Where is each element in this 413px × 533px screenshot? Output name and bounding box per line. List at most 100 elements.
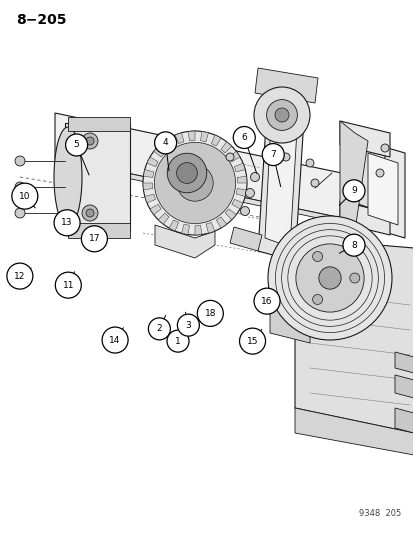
- Circle shape: [302, 281, 312, 291]
- Text: 10: 10: [19, 192, 31, 200]
- Circle shape: [86, 209, 94, 217]
- Polygon shape: [254, 68, 317, 103]
- Circle shape: [142, 131, 247, 235]
- Polygon shape: [200, 132, 208, 142]
- Polygon shape: [216, 217, 226, 228]
- Polygon shape: [230, 227, 261, 251]
- Polygon shape: [394, 375, 413, 398]
- Circle shape: [176, 163, 197, 183]
- Circle shape: [81, 226, 107, 252]
- Polygon shape: [359, 140, 404, 238]
- Text: 3: 3: [185, 321, 191, 329]
- Circle shape: [54, 210, 80, 236]
- Circle shape: [254, 87, 309, 143]
- Circle shape: [12, 183, 38, 209]
- Circle shape: [310, 179, 318, 187]
- Circle shape: [266, 100, 297, 131]
- Circle shape: [312, 252, 322, 262]
- Polygon shape: [154, 225, 214, 258]
- Ellipse shape: [54, 127, 82, 227]
- Circle shape: [375, 169, 383, 177]
- Polygon shape: [65, 123, 130, 231]
- Text: 11: 11: [62, 281, 74, 289]
- Polygon shape: [158, 213, 169, 224]
- Circle shape: [167, 154, 206, 193]
- Polygon shape: [294, 238, 413, 433]
- Circle shape: [245, 189, 254, 198]
- Circle shape: [15, 156, 25, 166]
- Text: 16: 16: [261, 297, 272, 305]
- Text: 12: 12: [14, 272, 26, 280]
- Circle shape: [197, 301, 223, 326]
- Polygon shape: [354, 135, 384, 213]
- Circle shape: [281, 153, 289, 161]
- Polygon shape: [181, 224, 189, 235]
- Polygon shape: [339, 121, 367, 231]
- Circle shape: [15, 208, 25, 218]
- Circle shape: [254, 288, 279, 314]
- Polygon shape: [339, 121, 389, 157]
- Circle shape: [7, 263, 33, 289]
- Polygon shape: [150, 204, 161, 215]
- Polygon shape: [228, 151, 240, 161]
- Polygon shape: [142, 183, 152, 190]
- Polygon shape: [394, 352, 413, 373]
- Polygon shape: [264, 103, 297, 247]
- Text: 5: 5: [74, 141, 79, 149]
- Text: 1: 1: [175, 337, 180, 345]
- Circle shape: [274, 108, 288, 122]
- Polygon shape: [234, 163, 244, 172]
- Polygon shape: [188, 131, 195, 141]
- Circle shape: [225, 153, 233, 161]
- Polygon shape: [236, 189, 246, 197]
- Polygon shape: [163, 138, 173, 149]
- Polygon shape: [153, 146, 164, 157]
- Text: 13: 13: [61, 219, 73, 227]
- Circle shape: [102, 327, 128, 353]
- Polygon shape: [237, 176, 247, 183]
- Circle shape: [166, 330, 189, 352]
- Text: 7: 7: [270, 150, 275, 159]
- Text: 6: 6: [241, 133, 247, 142]
- Polygon shape: [68, 223, 130, 238]
- Circle shape: [15, 182, 25, 192]
- Circle shape: [240, 206, 249, 215]
- Polygon shape: [367, 153, 397, 225]
- Text: 18: 18: [204, 309, 216, 318]
- Text: 14: 14: [109, 336, 121, 344]
- Polygon shape: [143, 169, 154, 177]
- Polygon shape: [206, 222, 214, 233]
- Polygon shape: [55, 158, 374, 230]
- Polygon shape: [211, 135, 221, 146]
- Text: 17: 17: [88, 235, 100, 243]
- Polygon shape: [231, 199, 242, 209]
- Circle shape: [312, 294, 322, 304]
- Circle shape: [261, 143, 284, 166]
- Circle shape: [177, 314, 199, 336]
- Text: 8: 8: [350, 241, 356, 249]
- Polygon shape: [55, 113, 374, 225]
- Text: 9: 9: [350, 187, 356, 195]
- Circle shape: [318, 267, 340, 289]
- Circle shape: [233, 126, 255, 149]
- Circle shape: [239, 328, 265, 354]
- Polygon shape: [68, 117, 130, 131]
- Polygon shape: [257, 93, 304, 261]
- Circle shape: [305, 159, 313, 167]
- Polygon shape: [294, 408, 413, 455]
- Circle shape: [342, 234, 364, 256]
- Polygon shape: [221, 142, 231, 153]
- Polygon shape: [394, 408, 413, 433]
- Circle shape: [349, 273, 359, 283]
- Circle shape: [82, 205, 98, 221]
- Polygon shape: [339, 201, 389, 235]
- Circle shape: [295, 244, 363, 312]
- Text: 4: 4: [162, 139, 168, 147]
- Polygon shape: [175, 133, 183, 143]
- Circle shape: [86, 137, 94, 145]
- Circle shape: [267, 216, 391, 340]
- Polygon shape: [169, 220, 178, 231]
- Circle shape: [154, 142, 235, 223]
- Circle shape: [380, 144, 388, 152]
- Circle shape: [250, 173, 259, 182]
